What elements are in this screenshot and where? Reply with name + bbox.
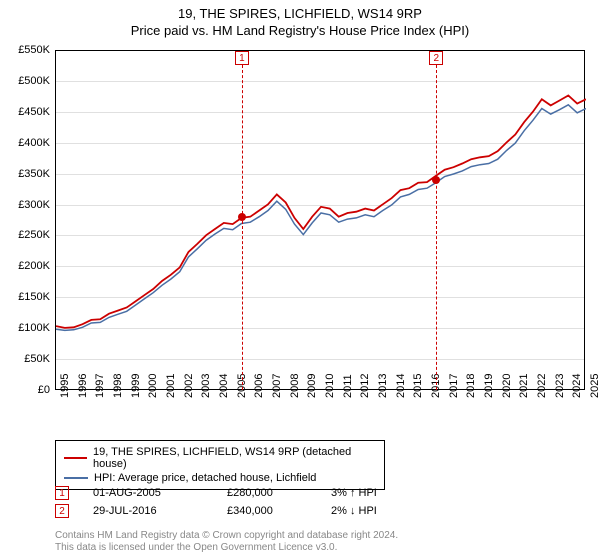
ytick-label: £550K bbox=[18, 44, 50, 56]
ytick-label: £100K bbox=[18, 322, 50, 334]
chart-title: 19, THE SPIRES, LICHFIELD, WS14 9RP bbox=[0, 0, 600, 21]
sale-date-1: 01-AUG-2005 bbox=[93, 487, 203, 499]
ytick-label: £250K bbox=[18, 229, 50, 241]
legend-swatch-property bbox=[64, 457, 87, 460]
licence-line-1: Contains HM Land Registry data © Crown c… bbox=[55, 530, 398, 542]
legend-row-hpi: HPI: Average price, detached house, Lich… bbox=[64, 471, 376, 485]
ytick-label: £400K bbox=[18, 137, 50, 149]
ytick-label: £300K bbox=[18, 199, 50, 211]
sale-marker-chart-1: 1 bbox=[235, 51, 249, 65]
xtick-label: 2025 bbox=[589, 374, 600, 398]
ytick-label: £450K bbox=[18, 106, 50, 118]
ytick-label: £350K bbox=[18, 168, 50, 180]
sale-dot-2 bbox=[432, 176, 440, 184]
sale-dot-1 bbox=[238, 213, 246, 221]
ytick-label: £200K bbox=[18, 260, 50, 272]
sale-row-1: 1 01-AUG-2005 £280,000 3% ↑ HPI bbox=[55, 484, 585, 502]
sale-marker-2: 2 bbox=[55, 504, 69, 518]
sale-price-2: £340,000 bbox=[227, 505, 307, 517]
chart-subtitle: Price paid vs. HM Land Registry's House … bbox=[0, 21, 600, 44]
ytick-label: £150K bbox=[18, 291, 50, 303]
ytick-label: £50K bbox=[24, 353, 50, 365]
sales-footer: 1 01-AUG-2005 £280,000 3% ↑ HPI 2 29-JUL… bbox=[55, 484, 585, 520]
sale-date-2: 29-JUL-2016 bbox=[93, 505, 203, 517]
chart-lines bbox=[56, 51, 586, 391]
plot-area bbox=[55, 50, 585, 390]
sale-delta-1: 3% ↑ HPI bbox=[331, 487, 377, 499]
sale-row-2: 2 29-JUL-2016 £340,000 2% ↓ HPI bbox=[55, 502, 585, 520]
ytick-label: £500K bbox=[18, 75, 50, 87]
sale-marker-1: 1 bbox=[55, 486, 69, 500]
ytick-label: £0 bbox=[38, 384, 50, 396]
sale-marker-chart-2: 2 bbox=[429, 51, 443, 65]
sale-price-1: £280,000 bbox=[227, 487, 307, 499]
series-property bbox=[56, 96, 586, 328]
sale-delta-2: 2% ↓ HPI bbox=[331, 505, 377, 517]
licence-line-2: This data is licensed under the Open Gov… bbox=[55, 542, 398, 554]
legend-row-property: 19, THE SPIRES, LICHFIELD, WS14 9RP (det… bbox=[64, 445, 376, 471]
licence-text: Contains HM Land Registry data © Crown c… bbox=[55, 530, 398, 554]
legend: 19, THE SPIRES, LICHFIELD, WS14 9RP (det… bbox=[55, 440, 385, 490]
series-hpi bbox=[56, 105, 586, 331]
legend-label-property: 19, THE SPIRES, LICHFIELD, WS14 9RP (det… bbox=[93, 446, 376, 470]
legend-label-hpi: HPI: Average price, detached house, Lich… bbox=[94, 472, 316, 484]
legend-swatch-hpi bbox=[64, 477, 88, 480]
